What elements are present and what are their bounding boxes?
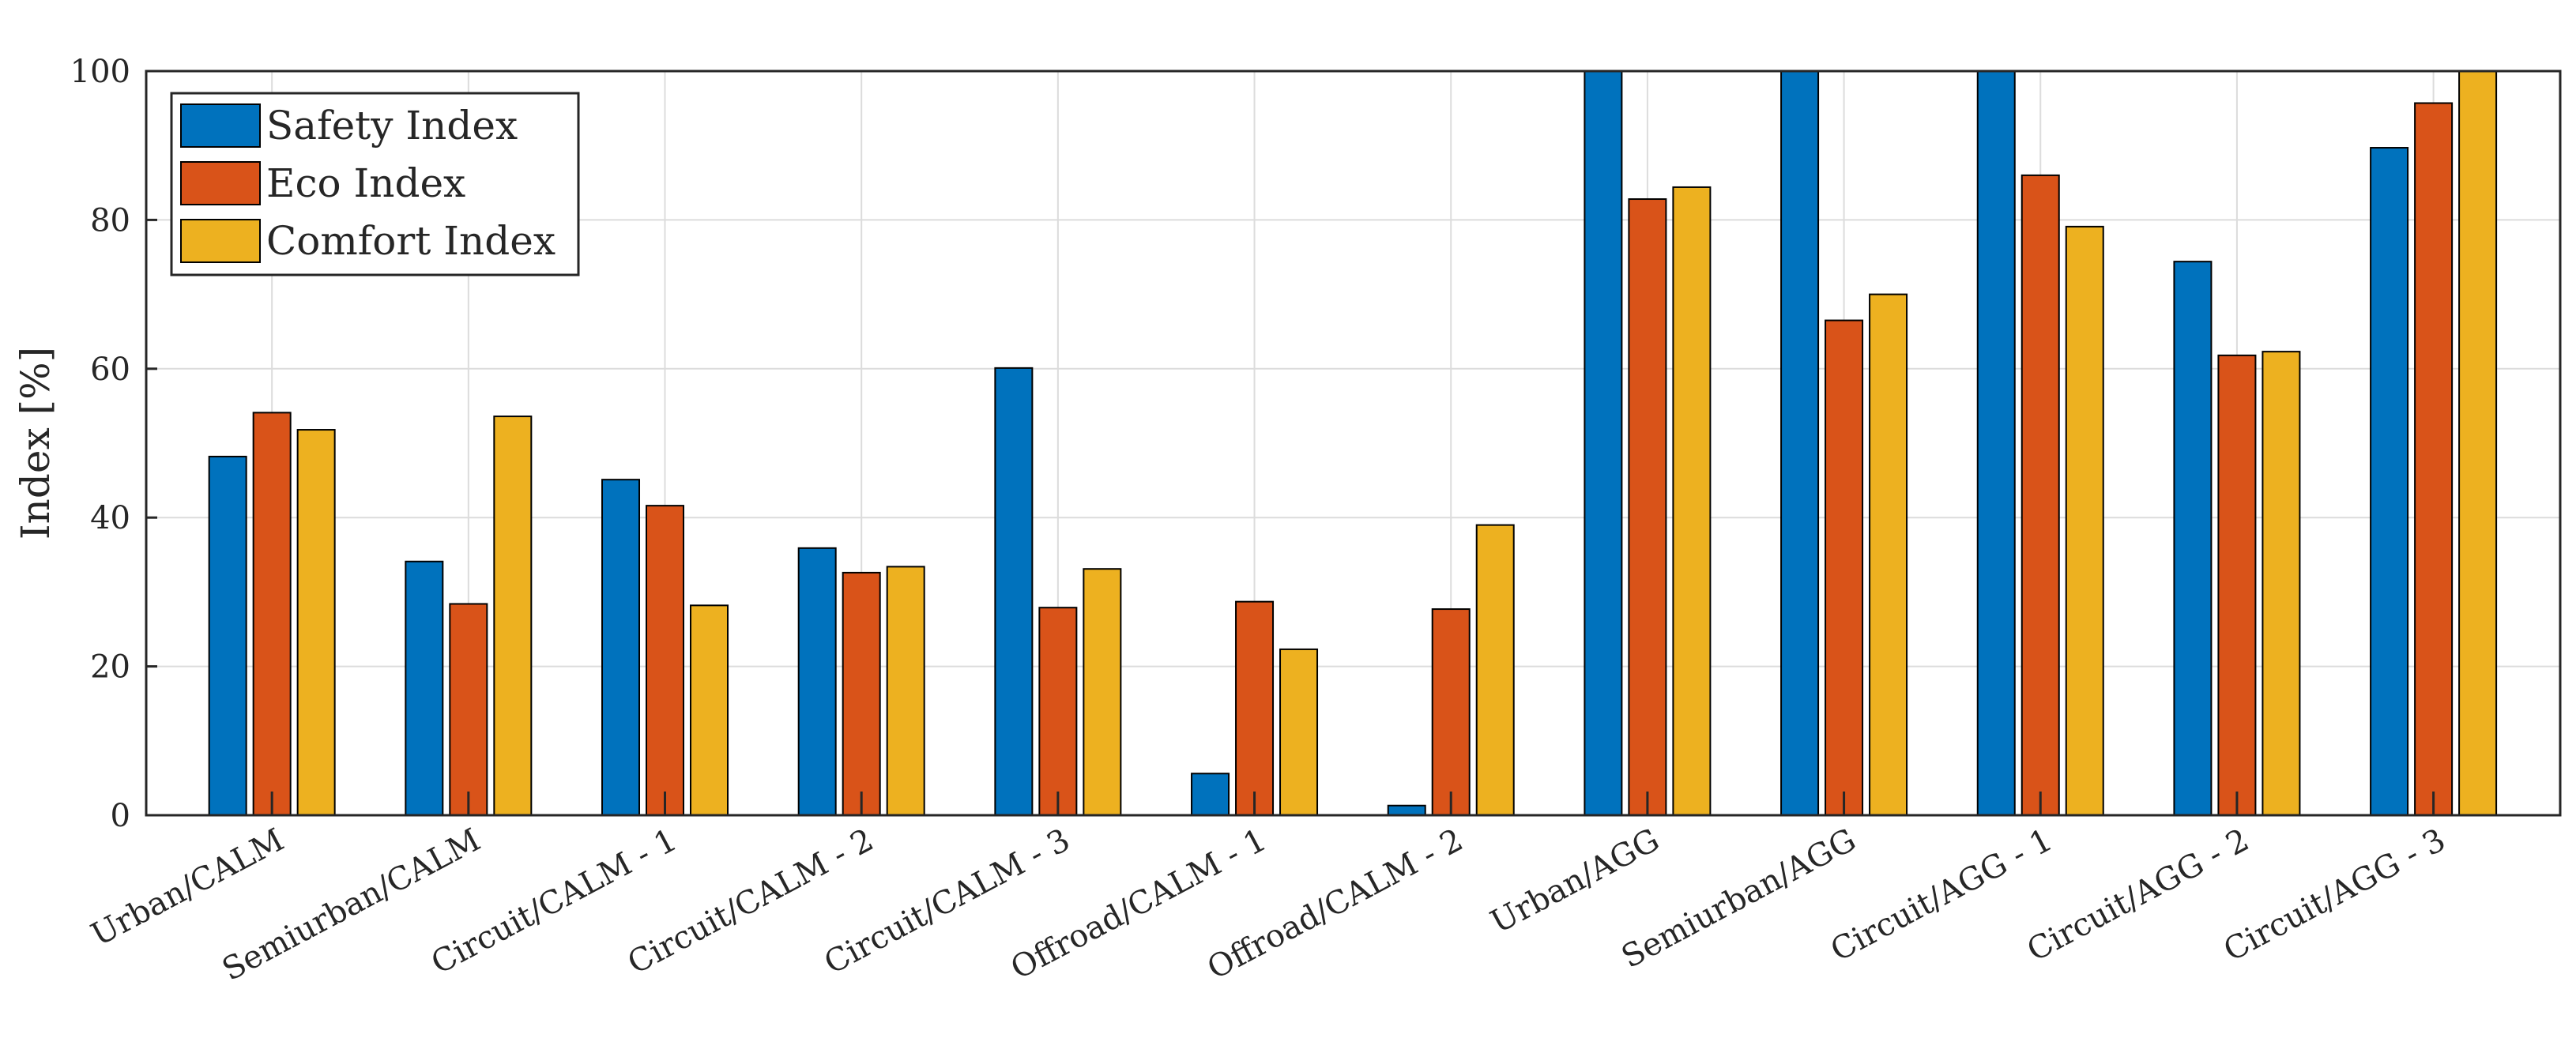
- legend-label: Safety Index: [266, 103, 518, 149]
- bar-eco-index: [2217, 354, 2257, 816]
- legend-swatch-comfort-index: [180, 219, 261, 263]
- bar-eco-index: [646, 505, 685, 816]
- legend-label: Eco Index: [266, 160, 465, 206]
- bar-eco-index: [1628, 198, 1667, 817]
- bar-comfort-index: [1083, 568, 1122, 816]
- bar-comfort-index: [1279, 648, 1319, 817]
- bar-safety-index: [797, 547, 837, 817]
- bar-comfort-index: [493, 416, 533, 816]
- bar-comfort-index: [296, 429, 336, 816]
- bar-eco-index: [842, 571, 881, 817]
- y-tick-label: 20: [90, 649, 130, 686]
- bar-comfort-index: [1672, 186, 1712, 816]
- y-axis-ticks: 0 20 40 60 80 100: [70, 54, 157, 834]
- bar-eco-index: [1825, 319, 1864, 816]
- bar-eco-index: [1235, 600, 1275, 816]
- bar-safety-index: [2173, 261, 2213, 817]
- legend-swatch-safety-index: [180, 103, 261, 148]
- y-tick-label: 80: [90, 202, 130, 239]
- y-tick-label: 0: [111, 798, 130, 834]
- x-tick-label: Circuit/AGG - 1: [1825, 822, 2058, 968]
- bar-safety-index: [208, 455, 247, 816]
- bar-safety-index: [2370, 147, 2409, 816]
- bar-eco-index: [1431, 608, 1471, 816]
- bar-comfort-index: [886, 566, 925, 816]
- bar-safety-index: [1191, 773, 1230, 816]
- axes-box: [145, 70, 2562, 817]
- y-tick-label: 40: [90, 500, 130, 536]
- bar-eco-index: [2021, 174, 2060, 816]
- bar-safety-index: [601, 479, 641, 817]
- bar-comfort-index: [2065, 225, 2104, 816]
- legend-swatch-eco-index: [180, 161, 261, 205]
- bar-safety-index: [405, 560, 444, 816]
- bar-comfort-index: [1475, 524, 1515, 816]
- y-tick-label: 60: [90, 352, 130, 388]
- bar-safety-index: [1387, 804, 1426, 817]
- bar-comfort-index: [2458, 70, 2498, 816]
- x-tick-label: Urban/AGG: [1485, 822, 1665, 941]
- legend-label: Comfort Index: [266, 218, 555, 264]
- legend: Safety Index Eco Index Comfort Index: [170, 92, 580, 276]
- bar-safety-index: [1584, 70, 1623, 816]
- x-tick-label: Circuit/AGG - 3: [2218, 822, 2452, 968]
- bar-eco-index: [252, 412, 292, 816]
- bar-safety-index: [1976, 70, 2016, 816]
- bar-eco-index: [449, 603, 488, 816]
- y-axis-label: Index [%]: [13, 347, 58, 540]
- bar-eco-index: [2414, 102, 2454, 817]
- x-tick-label: Circuit/AGG - 2: [2021, 822, 2255, 968]
- bar-safety-index: [1780, 70, 1820, 816]
- bar-eco-index: [1038, 607, 1078, 816]
- bar-comfort-index: [2262, 351, 2301, 817]
- bar-comfort-index: [1869, 293, 1908, 817]
- bar-safety-index: [994, 367, 1034, 817]
- y-tick-label: 100: [70, 54, 130, 90]
- bar-comfort-index: [690, 604, 729, 817]
